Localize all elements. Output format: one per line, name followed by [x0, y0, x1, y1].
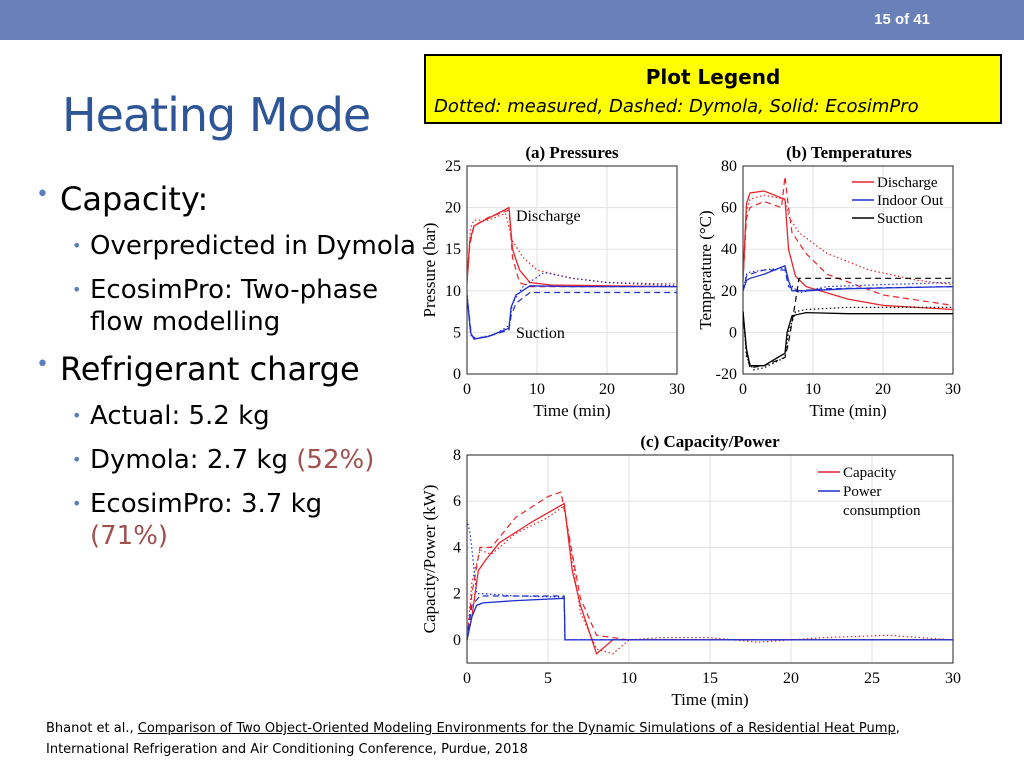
series-black-dashed	[743, 277, 953, 369]
series-red-dotted	[743, 194, 953, 286]
chart-title: (c) Capacity/Power	[640, 432, 780, 451]
x-tick-label: 10	[529, 381, 545, 398]
y-tick-label: 4	[453, 539, 461, 556]
annotation-suction: Suction	[516, 325, 565, 342]
series-blue-dotted	[467, 519, 953, 641]
chart-3: 0 5 10 15 20 25 30 0 2 4 6 8 (c) Capacity/Power Time …	[420, 432, 961, 709]
series-black-dotted	[743, 306, 953, 371]
plot-frame	[466, 454, 954, 664]
x-tick-label: 0	[739, 381, 747, 398]
series-black-solid	[743, 311, 953, 367]
plot-legend-title: Plot Legend	[645, 65, 781, 89]
x-tick-label: 10	[805, 381, 821, 398]
x-tick-label: 20	[783, 670, 799, 687]
y-tick-label: 0	[729, 324, 737, 341]
series-blue-dashed	[467, 291, 677, 339]
plot-frame	[466, 165, 678, 375]
series-blue-solid	[467, 285, 677, 340]
plot-legend-box: Plot Legend Dotted: measured, Dashed: Dy…	[424, 54, 1002, 124]
citation-authors: Bhanot et al.,	[46, 721, 138, 736]
citation: Bhanot et al., Comparison of Two Object-…	[46, 718, 900, 760]
slide-title: Heating Mode	[62, 88, 371, 142]
x-tick-label: 5	[544, 670, 552, 687]
bullet-capacity: Capacity:	[36, 180, 416, 218]
series-group	[467, 491, 953, 655]
y-tick-label: 80	[721, 158, 737, 175]
bullet-overpredicted: Overpredicted in Dymola	[36, 230, 416, 262]
series-blue-dashed	[743, 269, 953, 292]
y-tick-label: 25	[445, 158, 461, 175]
x-tick-label: 25	[864, 670, 880, 687]
x-tick-label: 0	[463, 381, 471, 398]
slide-number: 15 of 41	[874, 11, 930, 28]
series-red-solid	[467, 502, 953, 655]
legend-label: Indoor Out	[877, 193, 944, 209]
series-red-dashed	[743, 176, 953, 306]
bullet-ecosimpro-two-phase: EcosimPro: Two-phase flow modelling	[36, 274, 416, 338]
x-tick-label: 30	[945, 670, 961, 687]
x-tick-label: 15	[702, 670, 718, 687]
series-group	[467, 206, 677, 340]
ecosim-percentage: (71%)	[90, 521, 169, 551]
y-tick-label: 10	[445, 283, 461, 300]
ecosim-text: EcosimPro: 3.7 kg	[90, 489, 323, 519]
x-axis-label: Time (min)	[533, 401, 610, 420]
y-tick-label: 60	[721, 200, 737, 217]
x-tick-label: 20	[875, 381, 891, 398]
series-blue-dotted	[467, 271, 677, 339]
y-tick-label: 6	[453, 493, 461, 510]
y-axis-label: Temperature (°C)	[696, 210, 715, 329]
bullet-actual: Actual: 5.2 kg	[36, 400, 416, 432]
x-tick-label: 0	[463, 670, 471, 687]
top-bar	[0, 0, 1024, 40]
x-tick-label: 30	[669, 381, 685, 398]
series-group	[743, 176, 953, 371]
x-axis-label: Time (min)	[809, 401, 886, 420]
y-tick-label: 5	[453, 324, 461, 341]
chart-title: (b) Temperatures	[786, 143, 912, 162]
y-tick-label: -20	[716, 366, 737, 383]
y-tick-label: 2	[453, 586, 461, 603]
series-blue-solid	[743, 264, 953, 292]
y-tick-label: 8	[453, 447, 461, 464]
x-tick-label: 20	[599, 381, 615, 398]
chart-1: 0 10 20 30 0 5 10 15 20 25 (a) Pressures Time (min)…	[420, 143, 685, 420]
bullet-ecosimpro-charge: EcosimPro: 3.7 kg(71%)	[36, 488, 416, 552]
series-red-solid	[743, 190, 953, 311]
y-tick-label: 40	[721, 241, 737, 258]
dymola-percentage: (52%)	[296, 445, 375, 475]
annotation-discharge: Discharge	[516, 208, 581, 225]
legend-label: Suction	[877, 211, 923, 227]
x-tick-label: 10	[621, 670, 637, 687]
legend-label: consumption	[843, 503, 921, 519]
citation-link[interactable]: Comparison of Two Object-Oriented Modeli…	[137, 721, 896, 736]
series-red-dotted	[467, 504, 953, 655]
y-axis-label: Pressure (bar)	[420, 223, 439, 318]
series-blue-solid	[467, 597, 953, 641]
legend-label: Capacity	[843, 465, 897, 481]
x-tick-label: 30	[945, 381, 961, 398]
legend-label: Power	[843, 484, 881, 500]
plot-legend-description: Dotted: measured, Dashed: Dymola, Solid:…	[434, 96, 919, 117]
x-axis-label: Time (min)	[671, 690, 748, 709]
dymola-text: Dymola: 2.7 kg	[90, 445, 297, 475]
bullet-refrigerant-charge: Refrigerant charge	[36, 350, 416, 388]
y-tick-label: 0	[453, 366, 461, 383]
y-tick-label: 20	[721, 283, 737, 300]
y-axis-label: Capacity/Power (kW)	[420, 485, 439, 634]
citation-conference: International Refrigeration and Air Cond…	[46, 742, 528, 757]
chart-title: (a) Pressures	[525, 143, 619, 162]
y-tick-label: 15	[445, 241, 461, 258]
citation-comma: ,	[895, 721, 900, 736]
bullet-list: Capacity: Overpredicted in Dymola Ecosim…	[36, 180, 416, 564]
legend-label: Discharge	[877, 175, 938, 191]
bullet-dymola: Dymola: 2.7 kg (52%)	[36, 444, 416, 476]
series-red-dotted	[467, 212, 677, 285]
y-tick-label: 0	[453, 632, 461, 649]
series-red-dashed	[467, 491, 953, 641]
y-tick-label: 20	[445, 200, 461, 217]
